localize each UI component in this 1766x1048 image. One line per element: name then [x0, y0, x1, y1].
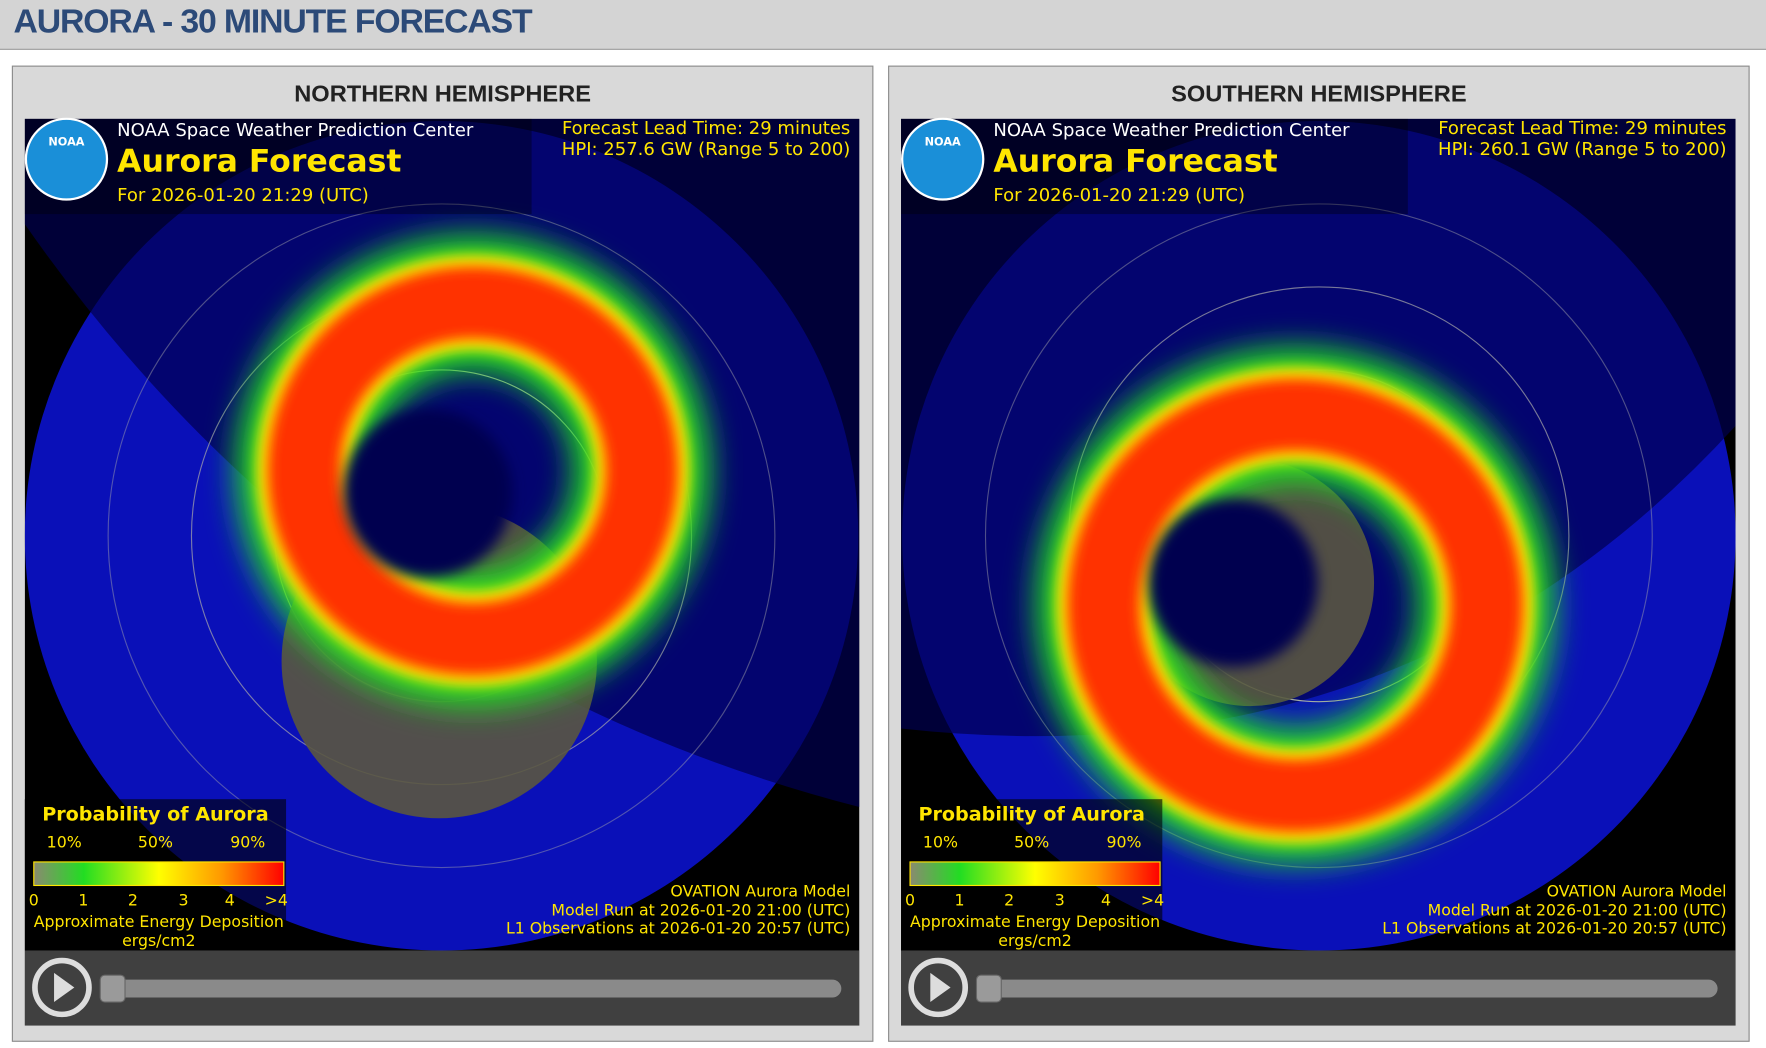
slider-thumb[interactable] [99, 974, 126, 1003]
aurora-map [901, 118, 1736, 951]
agency: NOAA Space Weather Prediction Center [117, 120, 474, 141]
legend-scale-label: 2 [1004, 891, 1014, 910]
legend-percent: 10% [47, 832, 82, 851]
play-button[interactable] [32, 957, 92, 1018]
header-overlay [901, 118, 1408, 215]
play-button[interactable] [908, 957, 969, 1018]
noaa-logo-text: NOAA [925, 135, 961, 148]
legend-scale-label: 3 [1055, 891, 1065, 910]
legend-percent: 90% [230, 832, 265, 851]
legend-scale-label: 3 [179, 891, 189, 910]
legend-caption: Approximate Energy Deposition [34, 912, 284, 931]
forecast-time: For 2026-01-20 21:29 (UTC) [993, 185, 1245, 206]
legend-scale-label: >4 [1141, 891, 1164, 910]
legend-scale [33, 861, 285, 887]
legend-scale-label: 1 [955, 891, 965, 910]
forecast-heading: Aurora Forecast [117, 144, 401, 180]
panel-title: NORTHERN HEMISPHERE [294, 81, 591, 107]
legend-scale-label: 4 [1101, 891, 1111, 910]
legend-unit: ergs/cm2 [998, 931, 1071, 950]
legend-scale-label: 4 [225, 891, 235, 910]
header-overlay [24, 118, 532, 215]
lat-circle [984, 203, 1653, 869]
legend-percent: 50% [138, 832, 173, 851]
model-info: OVATION Aurora Model [670, 882, 850, 901]
hpi: HPI: 260.1 GW (Range 5 to 200) [1438, 139, 1727, 160]
aurora-core [267, 266, 679, 676]
legend-scale-label: 0 [29, 891, 39, 910]
aurora-hole [343, 409, 513, 578]
noaa-logo-text: NOAA [48, 135, 84, 148]
lead-time: Forecast Lead Time: 29 minutes [1438, 118, 1726, 139]
lat-circle [107, 203, 776, 869]
play-icon [54, 972, 75, 1003]
model-info: Model Run at 2026-01-20 21:00 (UTC) [1428, 901, 1727, 920]
page-title: AURORA - 30 MINUTE FORECAST [14, 2, 534, 40]
time-slider[interactable] [100, 979, 842, 998]
legend-unit: ergs/cm2 [122, 931, 195, 950]
model-info: OVATION Aurora Model [1547, 882, 1727, 901]
legend-percent: 10% [923, 832, 958, 851]
time-slider[interactable] [976, 979, 1718, 998]
noaa-logo [901, 117, 985, 201]
legend-scale [909, 861, 1161, 887]
header-bar [0, 0, 1766, 50]
noaa-logo [24, 117, 109, 201]
legend-scale-label: 2 [128, 891, 138, 910]
slider-thumb[interactable] [975, 974, 1002, 1003]
model-info: L1 Observations at 2026-01-20 20:57 (UTC… [1382, 919, 1726, 938]
legend-percent: 50% [1014, 832, 1049, 851]
legend-scale-label: 0 [905, 891, 915, 910]
legend-caption: Approximate Energy Deposition [910, 912, 1160, 931]
panel-title: SOUTHERN HEMISPHERE [1171, 81, 1466, 107]
play-ring [908, 957, 969, 1018]
legend-title: Probability of Aurora [918, 802, 1144, 825]
forecast-heading: Aurora Forecast [993, 144, 1277, 180]
legend-scale-label: >4 [265, 891, 288, 910]
model-info: L1 Observations at 2026-01-20 20:57 (UTC… [506, 919, 850, 938]
aurora-hole [1148, 498, 1318, 667]
legend-percent: 90% [1107, 832, 1142, 851]
model-info: Model Run at 2026-01-20 21:00 (UTC) [551, 901, 850, 920]
play-ring [32, 957, 92, 1018]
aurora-core [1067, 378, 1524, 833]
forecast-time: For 2026-01-20 21:29 (UTC) [117, 185, 369, 206]
play-icon [930, 972, 951, 1003]
lead-time: Forecast Lead Time: 29 minutes [562, 118, 850, 139]
legend-scale-label: 1 [78, 891, 88, 910]
aurora-map [24, 118, 860, 951]
legend-title: Probability of Aurora [42, 802, 268, 825]
agency: NOAA Space Weather Prediction Center [993, 120, 1350, 141]
hpi: HPI: 257.6 GW (Range 5 to 200) [562, 139, 851, 160]
